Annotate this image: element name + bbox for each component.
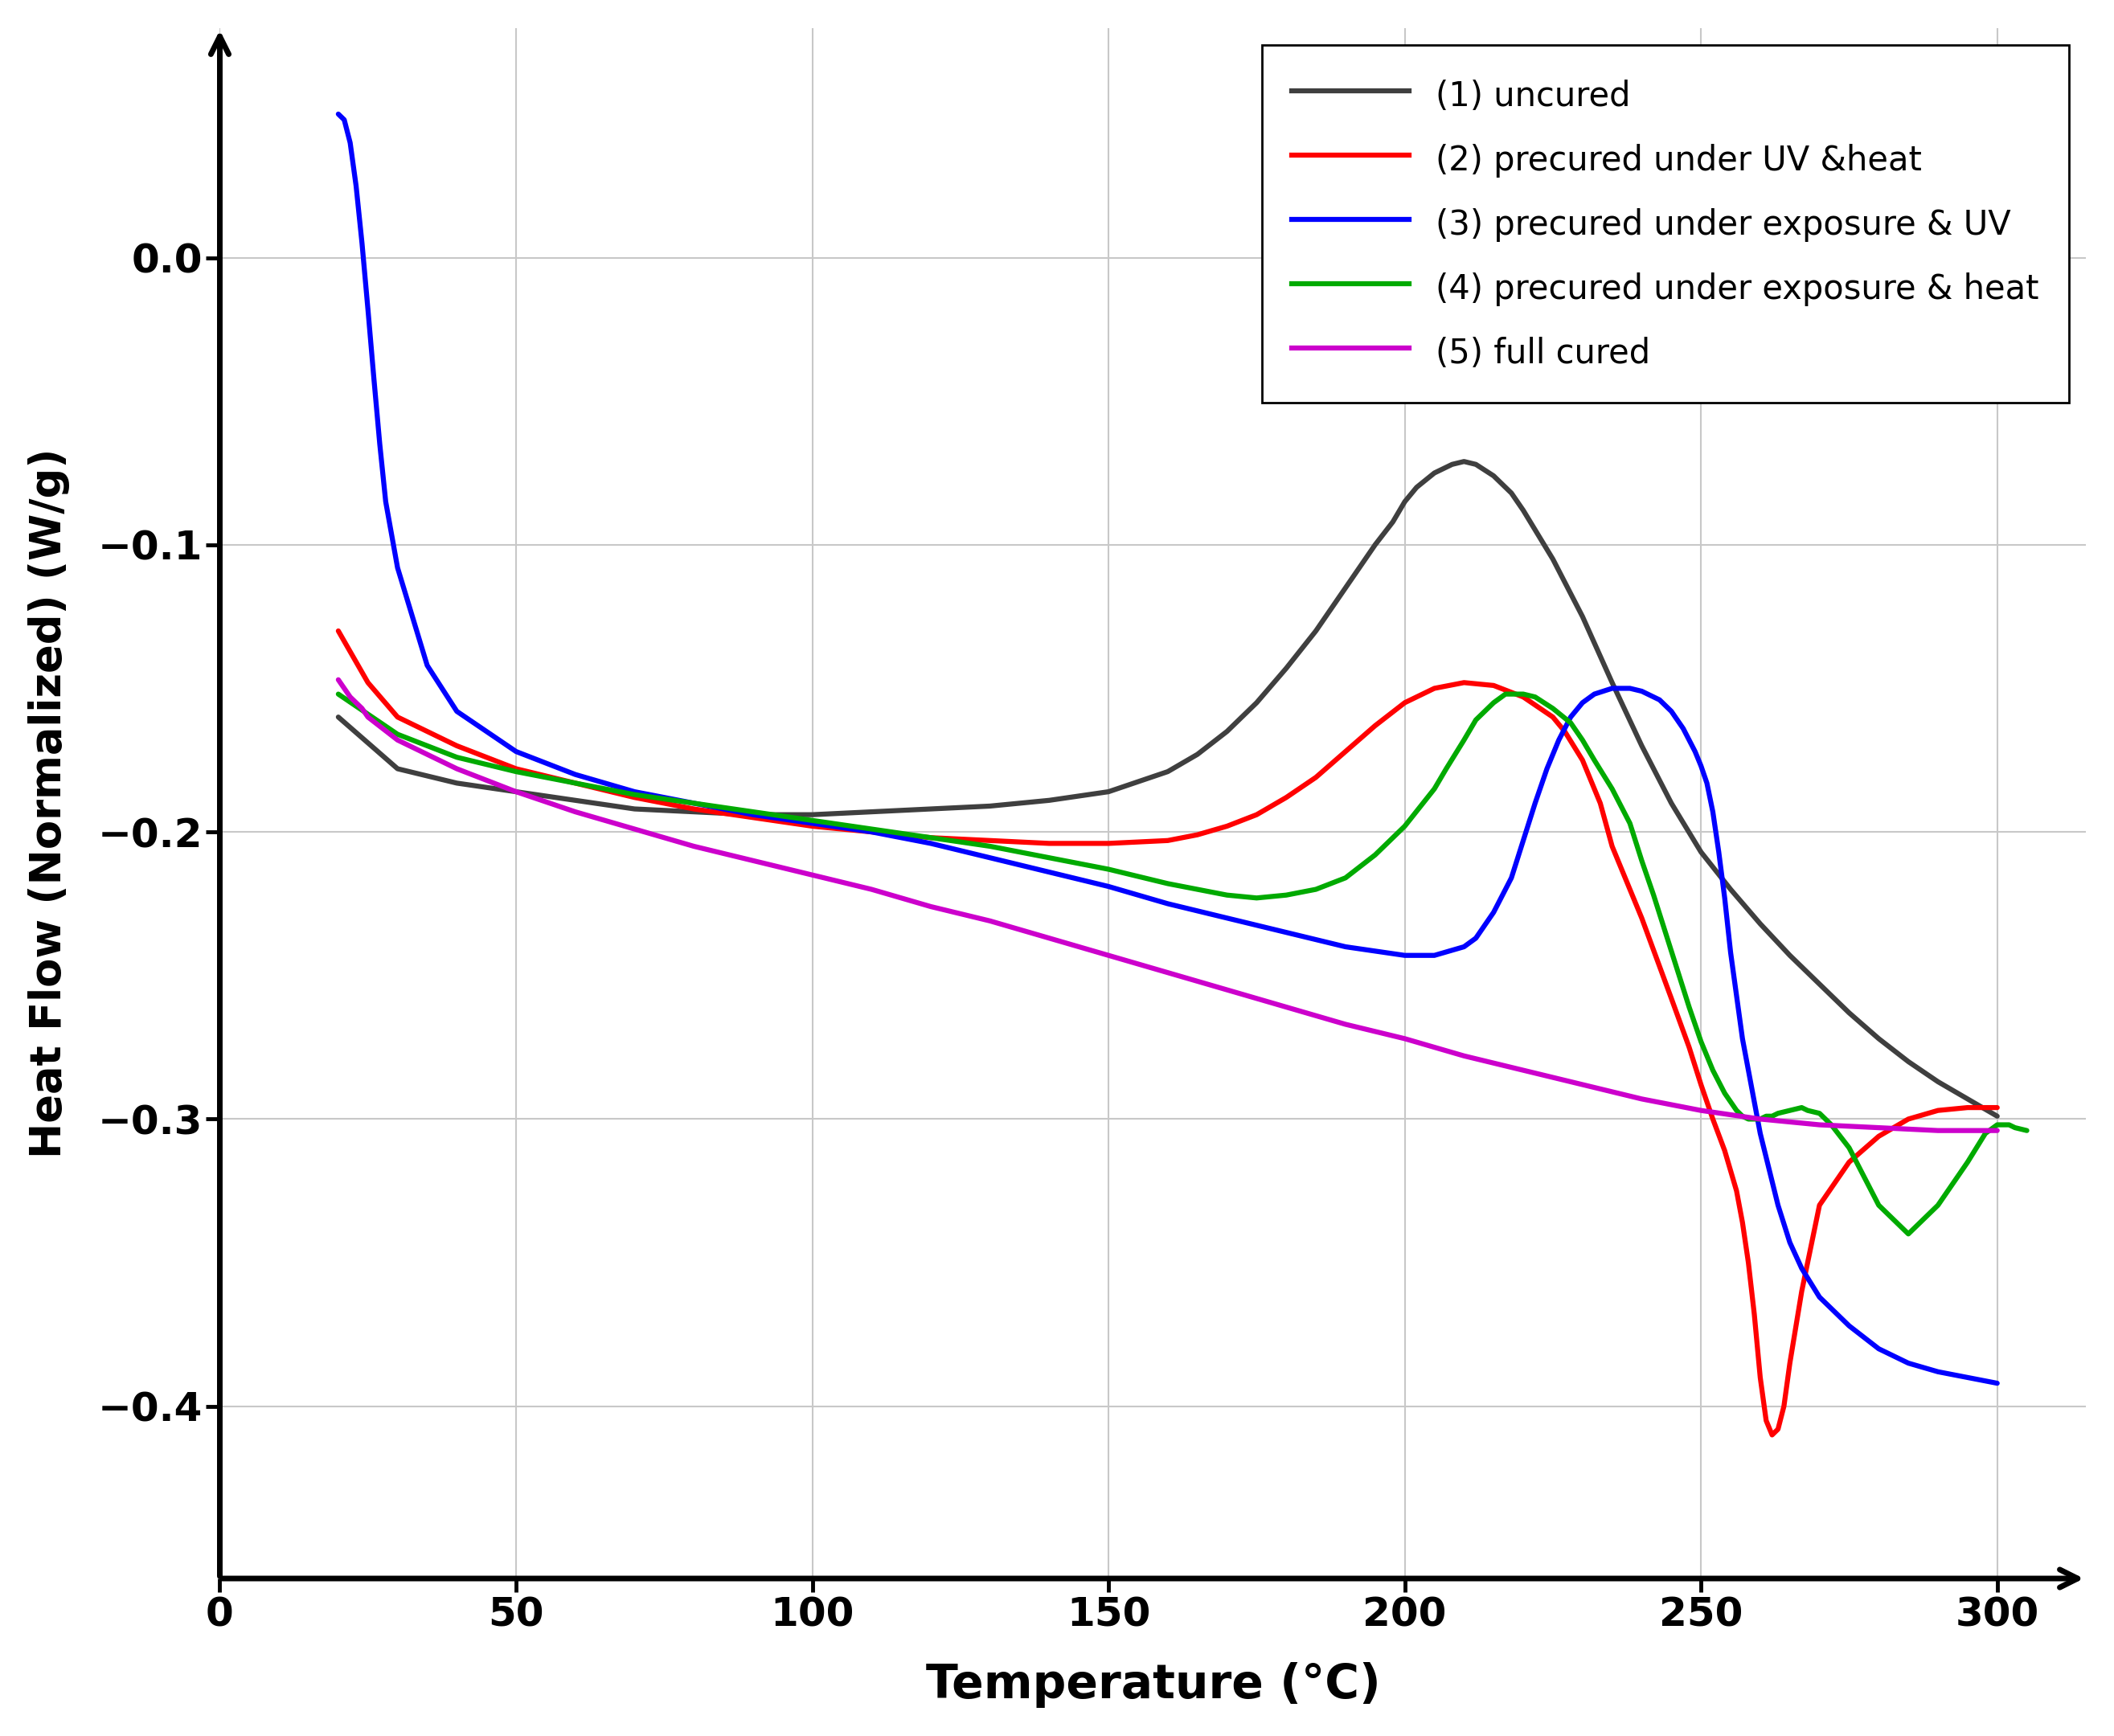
X-axis label: Temperature (°C): Temperature (°C) xyxy=(926,1663,1380,1708)
Y-axis label: Heat Flow (Normalized) (W/g): Heat Flow (Normalized) (W/g) xyxy=(27,448,70,1158)
Legend: (1) uncured, (2) precured under UV &heat, (3) precured under exposure & UV, (4) : (1) uncured, (2) precured under UV &heat… xyxy=(1262,45,2070,403)
